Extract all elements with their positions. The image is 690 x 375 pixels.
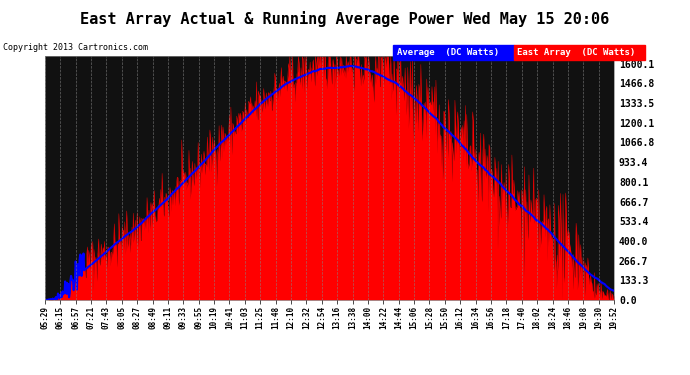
Text: Average  (DC Watts): Average (DC Watts): [397, 48, 499, 57]
Text: East Array Actual & Running Average Power Wed May 15 20:06: East Array Actual & Running Average Powe…: [80, 11, 610, 27]
Text: East Array  (DC Watts): East Array (DC Watts): [518, 48, 635, 57]
Text: Copyright 2013 Cartronics.com: Copyright 2013 Cartronics.com: [3, 43, 148, 52]
